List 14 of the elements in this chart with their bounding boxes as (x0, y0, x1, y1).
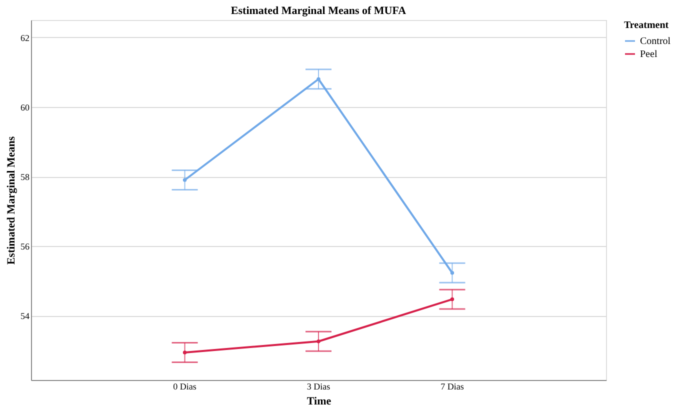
y-tick-label: 58 (20, 172, 30, 182)
legend-label: Peel (640, 49, 658, 60)
y-tick-label: 62 (20, 32, 30, 43)
x-axis-title: Time (306, 396, 332, 408)
x-tick-label: 3 Dias (306, 382, 331, 392)
y-axis-title: Estimated Marginal Means (6, 136, 18, 265)
legend-title: Treatment (624, 20, 670, 31)
y-tick-label: 54 (20, 311, 30, 322)
x-tick-label: 0 Dias (173, 382, 197, 392)
x-tick-label: 7 Dias (440, 382, 464, 392)
chart-title: Estimated Marginal Means of MUFA (230, 5, 406, 17)
legend-label: Control (640, 36, 671, 47)
y-tick-label: 56 (20, 242, 30, 252)
y-tick-label: 60 (20, 102, 30, 112)
